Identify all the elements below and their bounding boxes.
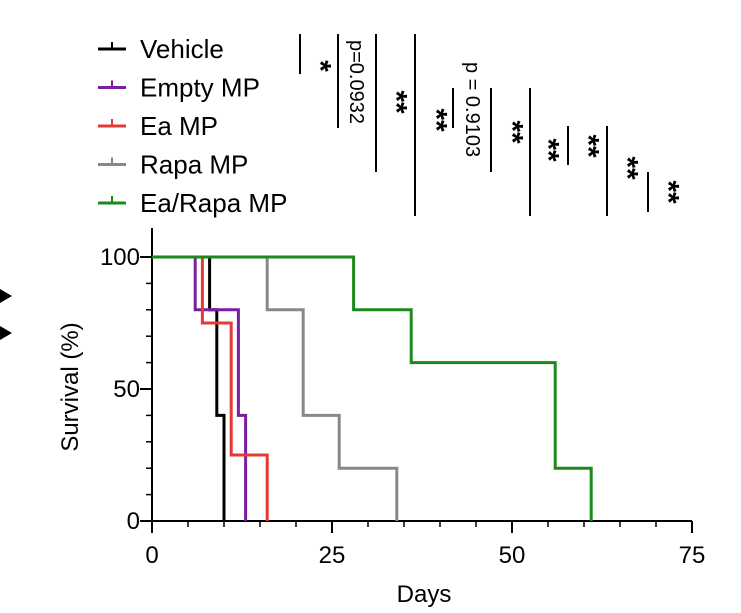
series-line-4: [152, 255, 593, 521]
legend-label: Vehicle: [140, 34, 224, 64]
significance-stars: **: [532, 138, 565, 162]
significance-stars: *: [304, 60, 337, 72]
y-tick-label: 50: [113, 376, 140, 403]
significance-p-value: p=0.0932: [345, 40, 367, 124]
significance-p-value: p = 0.9103: [461, 62, 483, 157]
axes: 0 25 50 75 0 50 100: [100, 228, 705, 569]
series-line-3: [152, 255, 399, 521]
y-axis-title: Survival (%): [57, 322, 84, 451]
legend-label: Empty MP: [140, 73, 260, 103]
significance-brackets: * p=0.0932 **** p = 0.9103 **** ******: [299, 34, 685, 216]
series-line-0: [152, 255, 226, 521]
series-lines: [152, 255, 593, 521]
significance-stars: **: [572, 134, 605, 158]
y-tick-label: 0: [127, 508, 140, 535]
significance-stars: **: [380, 90, 413, 114]
x-tick-label: 50: [499, 542, 526, 569]
x-tick-label: 75: [679, 542, 706, 569]
arrow-marker-icon: [0, 289, 12, 303]
x-tick-label: 0: [145, 542, 158, 569]
significance-stars: **: [420, 108, 453, 132]
x-tick-label: 25: [319, 542, 346, 569]
significance-stars: **: [611, 156, 644, 180]
x-axis-title: Days: [397, 581, 452, 608]
significance-stars: **: [652, 180, 685, 204]
arrow-markers: [0, 289, 12, 340]
y-tick-label: 100: [100, 244, 140, 271]
arrow-marker-icon: [0, 326, 12, 340]
legend-label: Rapa MP: [140, 150, 248, 180]
legend-label: Ea MP: [140, 111, 218, 141]
legend-label: Ea/Rapa MP: [140, 188, 287, 218]
legend: Vehicle Empty MP Ea MP Rapa MP Ea/Rapa MP: [98, 34, 287, 218]
significance-stars: **: [496, 120, 529, 144]
